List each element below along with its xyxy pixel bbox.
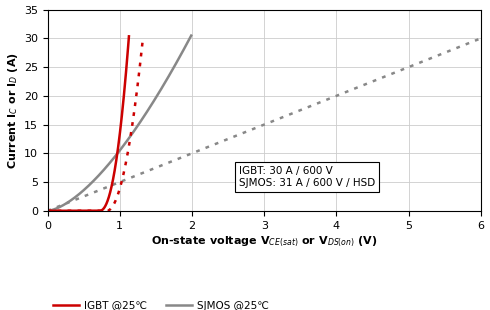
Legend: IGBT @25℃, IGBT @150℃, SJMOS @25℃, SJMOS @150℃: IGBT @25℃, IGBT @150℃, SJMOS @25℃, SJMOS… <box>53 300 276 310</box>
Text: IGBT: 30 A / 600 V
SJMOS: 31 A / 600 V / HSD: IGBT: 30 A / 600 V SJMOS: 31 A / 600 V /… <box>239 166 375 188</box>
Y-axis label: Current I$_C$ or I$_D$ (A): Current I$_C$ or I$_D$ (A) <box>5 52 20 169</box>
X-axis label: On-state voltage V$_{CE(sat)}$ or V$_{DS(on)}$ (V): On-state voltage V$_{CE(sat)}$ or V$_{DS… <box>151 235 378 249</box>
